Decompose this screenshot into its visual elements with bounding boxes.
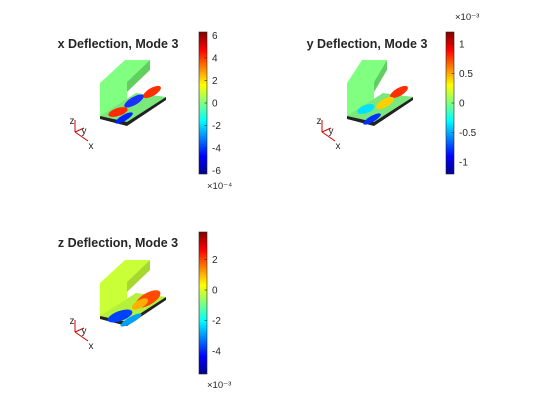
field-lobes [357,85,408,125]
vertical-plate [100,260,150,322]
colorbar: -4 -2 0 2 ×10⁻³ [198,231,231,391]
field-lobe [390,85,408,99]
colorbar-tick-label: -0.5 [459,128,477,139]
triad-label-y: y [82,326,87,337]
panel-y-deflection: y Deflection, Mode 3 z y x -1 -0.5 0 0.5 1 ×1… [307,12,479,175]
fem-model [100,260,166,327]
colorbar-tick-label: 2 [212,255,218,266]
triad-label-z: z [70,116,75,127]
field-lobes [107,290,161,327]
triad-label-y: y [329,126,334,137]
colorbar-tick-label: -1 [459,158,468,169]
triad-label-x: x [89,141,94,152]
colorbar-tick-label: -4 [212,347,221,358]
panel-z-deflection: z Deflection, Mode 3 z y x -4 -2 0 2 ×10⁻³ [58,231,231,391]
fem-model [100,60,166,126]
colorbar-tick-label: -6 [212,166,221,177]
colorbar-exponent: ×10⁻⁴ [207,181,232,192]
vertical-plate [347,60,387,122]
colorbar: -6 -4 -2 0 2 4 6 ×10⁻⁴ [198,31,232,192]
colorbar-tick-label: 0 [212,99,218,110]
field-lobe [124,94,144,108]
base-plate-edge [100,97,166,126]
field-lobe [376,96,394,110]
colorbar-tick-label: 0 [459,99,465,110]
axes-triad: z y x [70,116,94,152]
colorbar: -1 -0.5 0 0.5 1 ×10⁻³ [445,12,479,175]
colorbar-tick-label: 0.5 [459,69,473,80]
triad-label-y: y [82,126,87,137]
axes-triad: z y x [317,116,341,152]
colorbar-tick-label: 4 [212,53,218,64]
field-lobe [108,107,128,117]
plate-edge [127,60,150,92]
plate-edge [127,260,150,292]
plate-edge [374,60,387,92]
colorbar-exponent: ×10⁻³ [207,380,231,391]
field-lobe [115,112,133,124]
chart-title: z Deflection, Mode 3 [58,236,178,250]
colorbar-tick-label: 6 [212,31,218,42]
base-plate-edge [347,97,413,126]
chart-title: x Deflection, Mode 3 [58,37,179,51]
field-lobe [143,85,161,99]
triad-label-x: x [89,341,94,352]
chart-title: y Deflection, Mode 3 [307,37,428,51]
vertical-plate [100,60,150,122]
field-lobe [363,113,381,125]
colorbar-tick-label: -2 [212,121,221,132]
fem-model [347,60,413,126]
field-lobes [108,85,161,124]
triad-label-x: x [336,141,341,152]
field-lobe [120,313,142,327]
colorbar-exponent: ×10⁻³ [455,12,479,23]
colorbar-tick-label: 1 [459,39,465,50]
triad-label-z: z [317,116,322,127]
axes-triad: z y x [70,316,94,352]
field-lobe [107,309,133,323]
colorbar-tick-label: -4 [212,144,221,155]
colorbar-tick-label: 0 [212,286,218,297]
colorbar-tick-label: 2 [212,76,218,87]
triad-label-z: z [70,316,75,327]
field-lobe [357,104,375,114]
panel-x-deflection: x Deflection, Mode 3 z y x -6 -4 -2 0 2 4 6 ×10… [58,31,233,192]
colorbar-tick-label: -2 [212,316,221,327]
colorbar-gradient [198,231,208,375]
field-lobe [131,298,149,310]
